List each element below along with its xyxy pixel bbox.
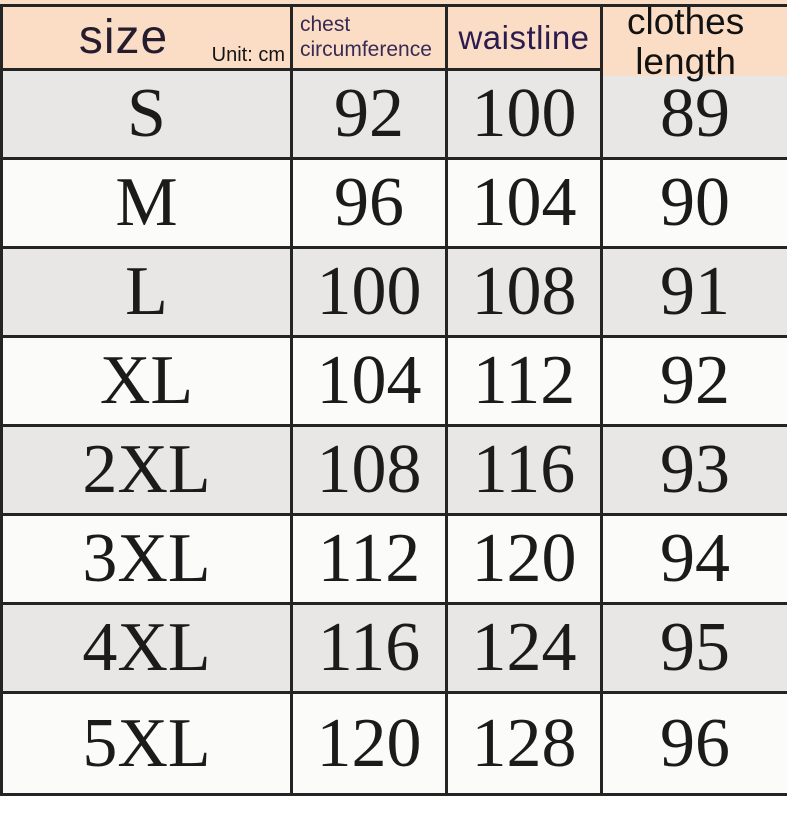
clothes-length-cell: 91 (600, 246, 787, 338)
size-chart: size Unit: cm chest circumference waistl… (0, 0, 787, 796)
header-row: size Unit: cm chest circumference waistl… (0, 1, 787, 81)
chest-cell: 112 (290, 513, 448, 605)
waistline-cell: 100 (445, 68, 603, 160)
clothes-length-cell: 92 (600, 335, 787, 427)
size-cell: 2XL (0, 424, 293, 516)
clothes-length-cell: 93 (600, 424, 787, 516)
clothes-length-cell: 96 (600, 691, 787, 796)
size-cell: L (0, 246, 293, 338)
table-row: 3XL 112 120 94 (0, 513, 787, 605)
header-cell-chest: chest circumference (290, 4, 448, 71)
header-cell-size: size Unit: cm (0, 4, 293, 71)
chest-cell: 100 (290, 246, 448, 338)
chest-cell: 104 (290, 335, 448, 427)
waistline-cell: 112 (445, 335, 603, 427)
table-row: 4XL 116 124 95 (0, 602, 787, 694)
table-row: M 96 104 90 (0, 157, 787, 249)
chest-cell: 96 (290, 157, 448, 249)
table-row: 2XL 108 116 93 (0, 424, 787, 516)
clothes-length-cell: 89 (600, 68, 787, 160)
waistline-column-header: waistline (458, 18, 590, 56)
chest-column-header: chest circumference (300, 13, 432, 61)
size-column-header: size (78, 10, 169, 64)
clothes-length-cell: 94 (600, 513, 787, 605)
header-cell-waistline: waistline (445, 4, 603, 71)
chest-cell: 92 (290, 68, 448, 160)
clothes-length-cell: 90 (600, 157, 787, 249)
waistline-cell: 124 (445, 602, 603, 694)
size-cell: M (0, 157, 293, 249)
table-row: 5XL 120 128 96 (0, 691, 787, 796)
size-cell: 3XL (0, 513, 293, 605)
chest-cell: 120 (290, 691, 448, 796)
chest-cell: 108 (290, 424, 448, 516)
table-row: XL 104 112 92 (0, 335, 787, 427)
clothes-length-column-header: clothes length (603, 1, 787, 81)
waistline-cell: 104 (445, 157, 603, 249)
top-strip (0, 0, 787, 4)
size-cell: 4XL (0, 602, 293, 694)
size-cell: 5XL (0, 691, 293, 796)
size-cell: S (0, 68, 293, 160)
table-row: L 100 108 91 (0, 246, 787, 338)
header-cell-clothes-length: clothes length (600, 1, 787, 81)
chest-cell: 116 (290, 602, 448, 694)
waistline-cell: 116 (445, 424, 603, 516)
size-table: size Unit: cm chest circumference waistl… (0, 1, 787, 796)
unit-note: Unit: cm (211, 44, 285, 66)
waistline-cell: 120 (445, 513, 603, 605)
size-cell: XL (0, 335, 293, 427)
clothes-length-cell: 95 (600, 602, 787, 694)
waistline-cell: 128 (445, 691, 603, 796)
waistline-cell: 108 (445, 246, 603, 338)
table-row: S 92 100 89 (0, 68, 787, 160)
